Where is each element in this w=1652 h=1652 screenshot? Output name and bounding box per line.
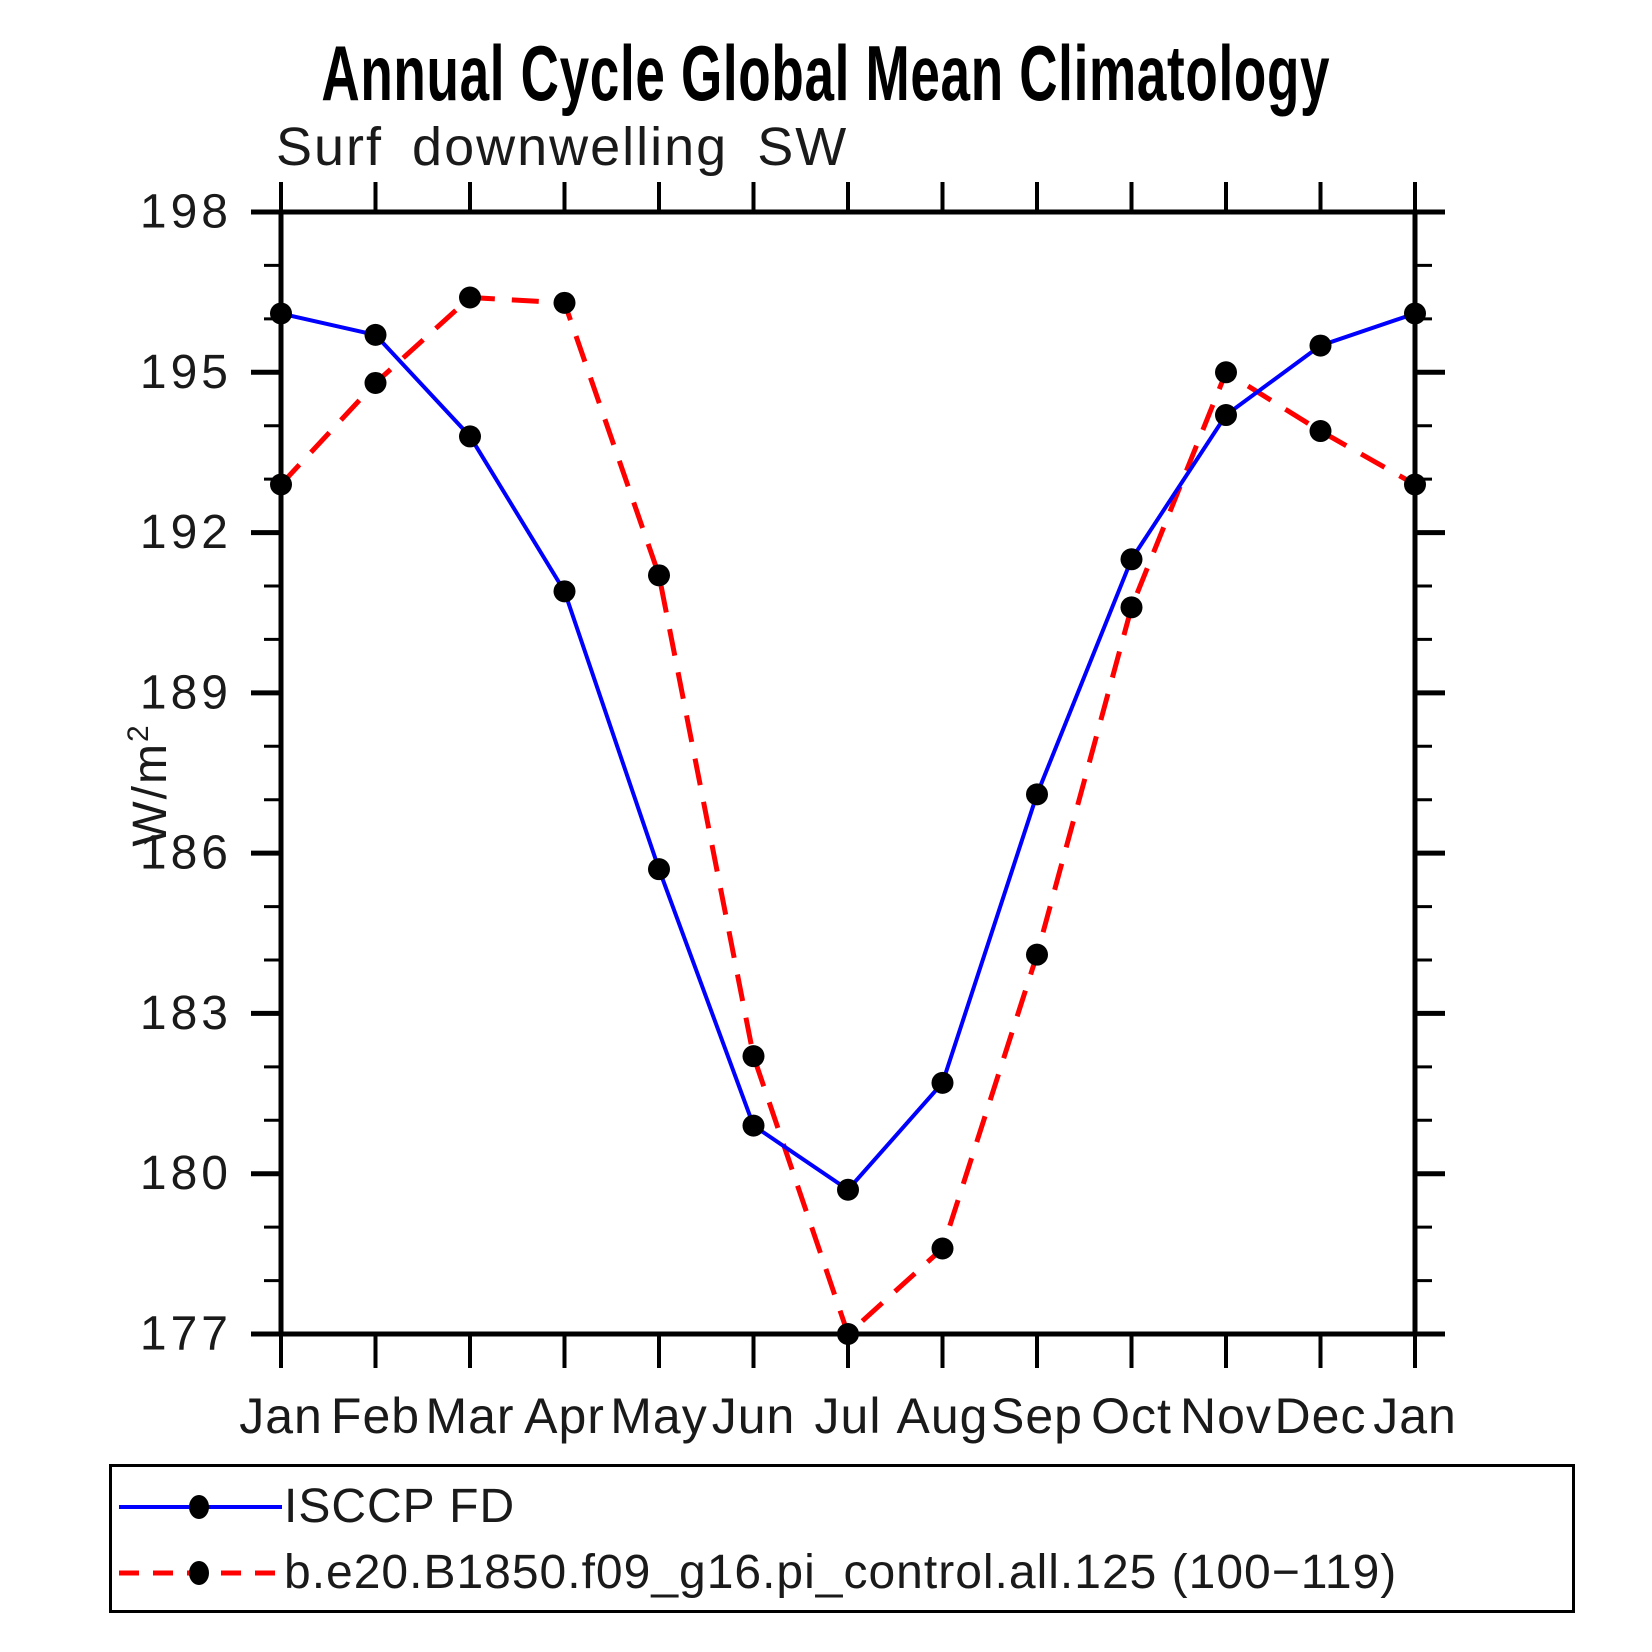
y-axis-tick-label: 189 — [140, 666, 232, 719]
x-axis-tick-label: Dec — [1275, 1388, 1367, 1444]
legend-label: ISCCP FD — [284, 1480, 516, 1533]
data-point-marker — [742, 1045, 765, 1068]
legend-sample-marker — [189, 1495, 209, 1519]
data-point-marker — [1120, 548, 1143, 571]
data-point-marker — [648, 858, 670, 881]
data-point-marker — [1215, 404, 1237, 427]
data-point-marker — [1404, 473, 1426, 496]
data-point-marker — [742, 1114, 765, 1137]
x-axis-tick-label: Sep — [991, 1388, 1083, 1444]
y-axis-tick-label: 180 — [140, 1147, 232, 1200]
data-point-marker — [459, 286, 481, 309]
y-axis-label-exponent: 2 — [122, 723, 155, 743]
x-axis-tick-label: Mar — [425, 1388, 514, 1444]
data-point-marker — [1026, 783, 1048, 806]
legend-label: b.e20.B1850.f09_g16.pi_control.all.125 (… — [284, 1546, 1398, 1599]
data-point-marker — [364, 371, 387, 394]
series-line-0 — [280, 311, 1416, 1193]
data-point-marker — [1215, 361, 1237, 384]
y-axis-tick-label: 192 — [140, 506, 232, 559]
data-point-marker — [270, 302, 292, 325]
x-axis-tick-label: Apr — [524, 1388, 605, 1444]
y-axis-tick-label: 183 — [140, 987, 232, 1040]
x-axis-tick-label: Aug — [897, 1388, 989, 1444]
legend-entry-isccp: ISCCP FD — [119, 1483, 515, 1531]
x-axis-tick-label: Jan — [239, 1388, 323, 1444]
y-axis-label: W/m2 — [122, 723, 178, 846]
legend-line-sample-solid — [119, 1495, 282, 1519]
y-axis-tick-label: 177 — [140, 1308, 232, 1361]
data-point-marker — [837, 1178, 859, 1201]
chart-subtitle: Surf downwelling SW — [276, 117, 849, 177]
series-line-1 — [279, 294, 1417, 1339]
data-point-marker — [1026, 943, 1048, 966]
data-point-marker — [1309, 420, 1332, 443]
x-axis-tick-label: Jul — [815, 1388, 882, 1444]
data-point-marker — [837, 1323, 859, 1345]
x-axis-tick-label: Feb — [331, 1388, 420, 1444]
x-axis-tick-label: Jan — [1373, 1388, 1457, 1444]
data-point-marker — [364, 323, 387, 346]
legend: ISCCP FD b.e20.B1850.f09_g16.pi_control.… — [109, 1464, 1575, 1613]
plot-frame — [278, 209, 1418, 1337]
chart-title-text: Annual Cycle Global Mean Climatology — [321, 29, 1331, 117]
legend-entry-model: b.e20.B1850.f09_g16.pi_control.all.125 (… — [119, 1549, 1397, 1597]
data-point-marker — [1309, 334, 1332, 357]
legend-sample-marker — [189, 1561, 209, 1585]
legend-line-sample-dashed — [119, 1561, 282, 1585]
data-point-marker — [648, 564, 670, 587]
y-axis-tick-label: 186 — [140, 827, 232, 880]
chart-title: Annual Cycle Global Mean Climatology — [0, 34, 1652, 112]
y-axis-tick-label: 195 — [140, 346, 232, 399]
x-axis-tick-label: Oct — [1091, 1388, 1172, 1444]
data-point-marker — [931, 1237, 954, 1260]
data-point-marker — [459, 425, 481, 448]
y-axis-tick-label: 198 — [140, 186, 232, 239]
data-point-marker — [1120, 596, 1143, 619]
data-point-marker — [270, 473, 292, 496]
data-point-marker — [931, 1071, 954, 1094]
x-axis-tick-label: Jun — [712, 1388, 796, 1444]
data-point-marker — [553, 291, 576, 314]
data-point-marker — [1404, 302, 1426, 325]
x-axis-tick-label: Nov — [1180, 1388, 1272, 1444]
y-axis-label-main: W/m — [124, 742, 177, 847]
data-point-marker — [553, 580, 576, 603]
x-axis-tick-label: May — [610, 1388, 707, 1444]
